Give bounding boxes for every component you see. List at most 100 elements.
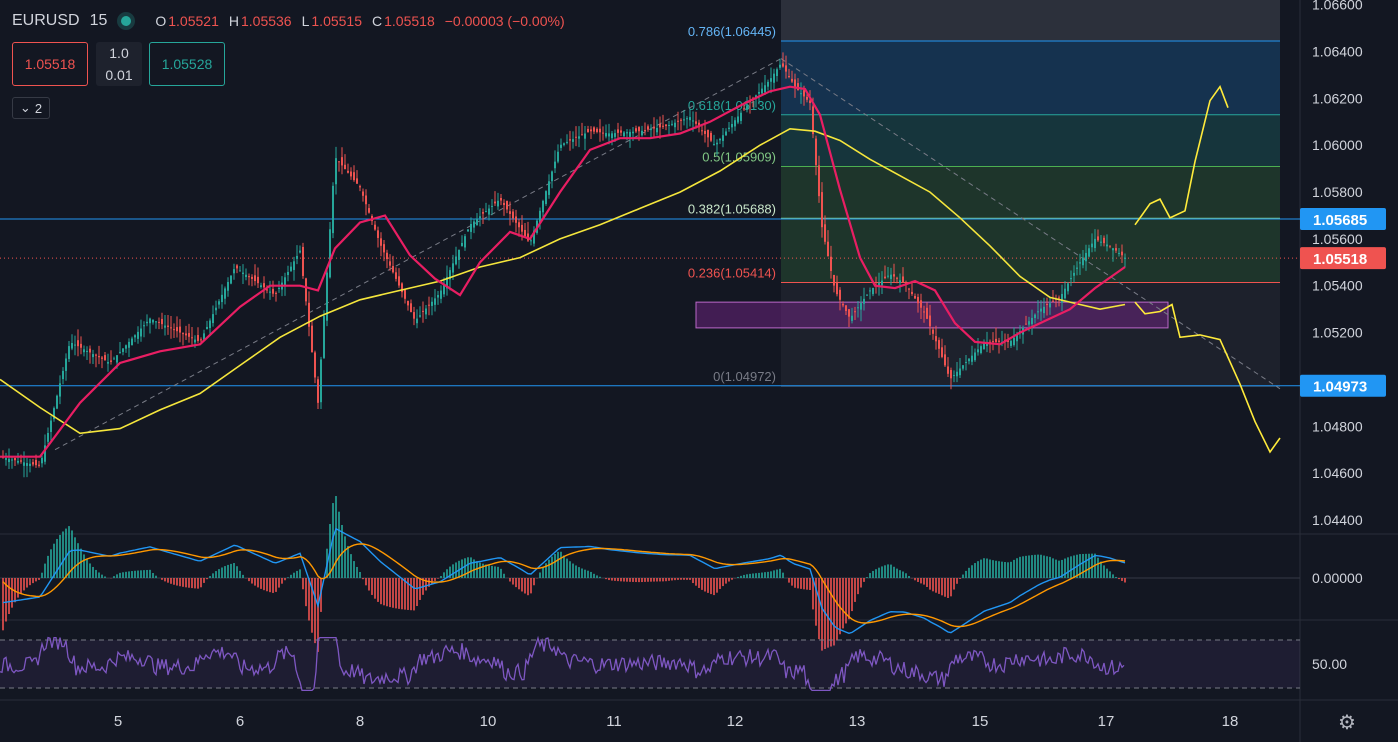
- time-tick-label: 6: [236, 713, 244, 730]
- macd-bar: [314, 578, 316, 644]
- macd-bar: [554, 553, 556, 578]
- change-value: −0.00003 (−0.00%): [444, 13, 565, 29]
- candle-body: [707, 129, 709, 138]
- macd-bar: [713, 578, 715, 596]
- macd-bar: [251, 578, 253, 584]
- candle-body: [764, 85, 766, 93]
- macd-bar: [266, 578, 268, 592]
- macd-bar: [794, 578, 796, 588]
- macd-bar: [494, 566, 496, 578]
- candle-body: [518, 222, 520, 228]
- candle-body: [314, 352, 316, 378]
- candle-body: [1103, 237, 1105, 244]
- macd-bar: [155, 575, 157, 578]
- candle-body: [629, 131, 631, 137]
- macd-bar: [71, 530, 73, 578]
- candle-body: [956, 371, 958, 377]
- macd-bar: [104, 576, 106, 578]
- macd-bar: [137, 570, 139, 578]
- candle-body: [716, 142, 718, 145]
- candle-body: [299, 250, 301, 253]
- interval-label[interactable]: 15: [89, 12, 108, 29]
- candle-body: [140, 328, 142, 337]
- macd-bar: [608, 578, 610, 581]
- candle-body: [773, 73, 775, 83]
- candle-body: [374, 224, 376, 230]
- candle-body: [260, 285, 262, 288]
- candle-body: [626, 132, 628, 134]
- candle-body: [779, 64, 781, 68]
- gear-icon[interactable]: ⚙: [1338, 712, 1356, 734]
- candle-body: [767, 81, 769, 87]
- candle-body: [794, 79, 796, 87]
- candle-body: [719, 138, 721, 141]
- buy-button[interactable]: 1.05528: [149, 42, 225, 86]
- macd-bar: [197, 578, 199, 589]
- indicators-collapse-button[interactable]: ⌄ 2: [12, 97, 50, 119]
- macd-bar: [395, 578, 397, 609]
- candle-body: [1094, 238, 1096, 249]
- open-key: O: [155, 12, 167, 29]
- macd-bar: [431, 578, 433, 584]
- candle-body: [23, 462, 25, 466]
- macd-bar: [881, 566, 883, 578]
- macd-histogram: [2, 496, 1126, 652]
- candle-body: [503, 202, 505, 206]
- candle-body: [1091, 243, 1093, 248]
- macd-bar: [1064, 558, 1066, 578]
- candle-body: [35, 459, 37, 466]
- candle-body: [389, 261, 391, 266]
- macd-bar: [1022, 556, 1024, 578]
- price-badge: 1.04973: [1313, 379, 1367, 396]
- last-price-badge: 1.05518: [1313, 251, 1367, 268]
- macd-bar: [20, 578, 22, 594]
- macd-bar: [419, 578, 421, 600]
- candle-body: [977, 349, 979, 353]
- candle-body: [26, 463, 28, 466]
- macd-bar: [269, 578, 271, 593]
- time-tick-label: 15: [972, 713, 989, 730]
- macd-bar: [230, 563, 232, 578]
- macd-bar: [683, 578, 685, 580]
- macd-bar: [362, 578, 364, 580]
- candle-body: [200, 339, 202, 341]
- candle-body: [65, 358, 67, 371]
- candle-body: [602, 132, 604, 134]
- macd-bar: [8, 578, 10, 615]
- candle-body: [734, 120, 736, 127]
- candle-body: [344, 164, 346, 170]
- candle-body: [983, 343, 985, 350]
- fib-level-label: 0(1.04972): [713, 369, 776, 384]
- fib-level-label: 0.382(1.05688): [688, 201, 776, 216]
- macd-bar: [167, 578, 169, 583]
- candle-body: [233, 269, 235, 274]
- candle-body: [1067, 283, 1069, 292]
- lot-size-field[interactable]: 1.0 0.01: [96, 42, 142, 86]
- macd-bar: [416, 578, 418, 607]
- macd-bar: [200, 578, 202, 588]
- macd-bar: [731, 578, 733, 580]
- macd-bar: [1121, 578, 1123, 581]
- candle-body: [203, 333, 205, 340]
- sell-button[interactable]: 1.05518: [12, 42, 88, 86]
- macd-bar: [482, 563, 484, 578]
- macd-bar: [983, 558, 985, 578]
- macd-bar: [788, 578, 790, 583]
- candle-body: [599, 128, 601, 133]
- price-tick-label: 1.04400: [1312, 512, 1363, 528]
- candle-body: [362, 191, 364, 196]
- fib-level-label: 0.618(1.06130): [688, 98, 776, 113]
- candle-body: [701, 130, 703, 132]
- macd-bar: [803, 578, 805, 590]
- candle-body: [383, 244, 385, 253]
- macd-bar: [1070, 556, 1072, 578]
- candle-body: [740, 112, 742, 121]
- macd-bar: [497, 566, 499, 578]
- symbol-name[interactable]: EURUSD: [12, 12, 80, 29]
- time-tick-label: 5: [114, 713, 122, 730]
- macd-bar: [926, 578, 928, 587]
- candle-body: [305, 278, 307, 302]
- candle-body: [182, 333, 184, 335]
- candle-body: [386, 252, 388, 260]
